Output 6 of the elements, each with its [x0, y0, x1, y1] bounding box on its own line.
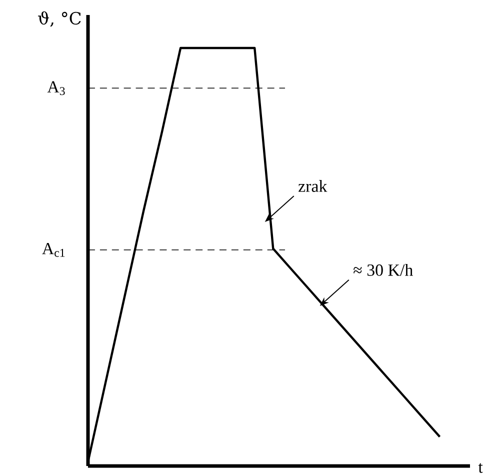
- ref-line-label: A$_{3}$: [47, 81, 65, 96]
- annotation: ≈ 30 K/h: [354, 264, 413, 276]
- annotation: zrak: [298, 180, 328, 192]
- y-axis-title: ϑ, °C: [38, 11, 81, 27]
- x-axis-title: t: [478, 463, 483, 473]
- ref-line-label: A$_{c1}$: [42, 242, 65, 257]
